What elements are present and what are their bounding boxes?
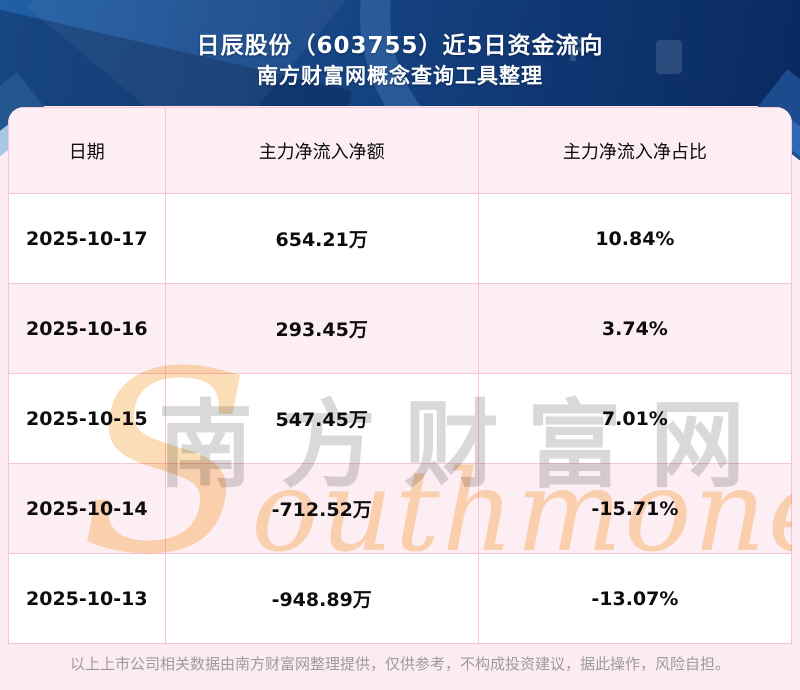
page-subtitle: 南方财富网概念查询工具整理: [257, 64, 543, 88]
header-banner: F 日辰股份（603755）近5日资金流向 南方财富网概念查询工具整理: [0, 0, 800, 106]
net-inflow-cell: 654.21万: [164, 193, 479, 284]
date-cell: 2025-10-16: [8, 283, 166, 374]
fuel-gauge-f-label: F: [567, 34, 589, 69]
table-row: 2025-10-17 654.21万 10.84%: [8, 193, 792, 284]
fund-flow-table-grid: 日期 主力净流入净额 主力净流入净占比 2025-10-17 654.21万 1…: [8, 107, 792, 644]
date-cell: 2025-10-14: [8, 463, 166, 554]
net-inflow-cell: 547.45万: [164, 373, 479, 464]
column-header-date: 日期: [8, 107, 166, 194]
column-header-net-ratio: 主力净流入净占比: [477, 107, 792, 194]
net-ratio-cell: 3.74%: [477, 283, 792, 374]
net-inflow-cell: 293.45万: [164, 283, 479, 374]
table-row: 2025-10-15 547.45万 7.01%: [8, 373, 792, 464]
fund-flow-table: 日期 主力净流入净额 主力净流入净占比 2025-10-17 654.21万 1…: [8, 107, 792, 644]
table-row: 2025-10-13 -948.89万 -13.07%: [8, 553, 792, 644]
table-row: 2025-10-14 -712.52万 -15.71%: [8, 463, 792, 554]
column-header-net-inflow: 主力净流入净额: [164, 107, 479, 194]
net-ratio-cell: 10.84%: [477, 193, 792, 284]
net-ratio-cell: 7.01%: [477, 373, 792, 464]
date-cell: 2025-10-15: [8, 373, 166, 464]
table-row: 2025-10-16 293.45万 3.74%: [8, 283, 792, 374]
net-inflow-cell: -712.52万: [164, 463, 479, 554]
fuel-pump-icon: [656, 40, 682, 74]
date-cell: 2025-10-17: [8, 193, 166, 284]
date-cell: 2025-10-13: [8, 553, 166, 644]
net-inflow-cell: -948.89万: [164, 553, 479, 644]
disclaimer-text: 以上上市公司相关数据由南方财富网整理提供，仅供参考，不构成投资建议，据此操作，风…: [69, 655, 730, 673]
table-header-row: 日期 主力净流入净额 主力净流入净占比: [8, 107, 792, 194]
net-ratio-cell: -13.07%: [477, 553, 792, 644]
page-title: 日辰股份（603755）近5日资金流向: [196, 33, 604, 59]
net-ratio-cell: -15.71%: [477, 463, 792, 554]
